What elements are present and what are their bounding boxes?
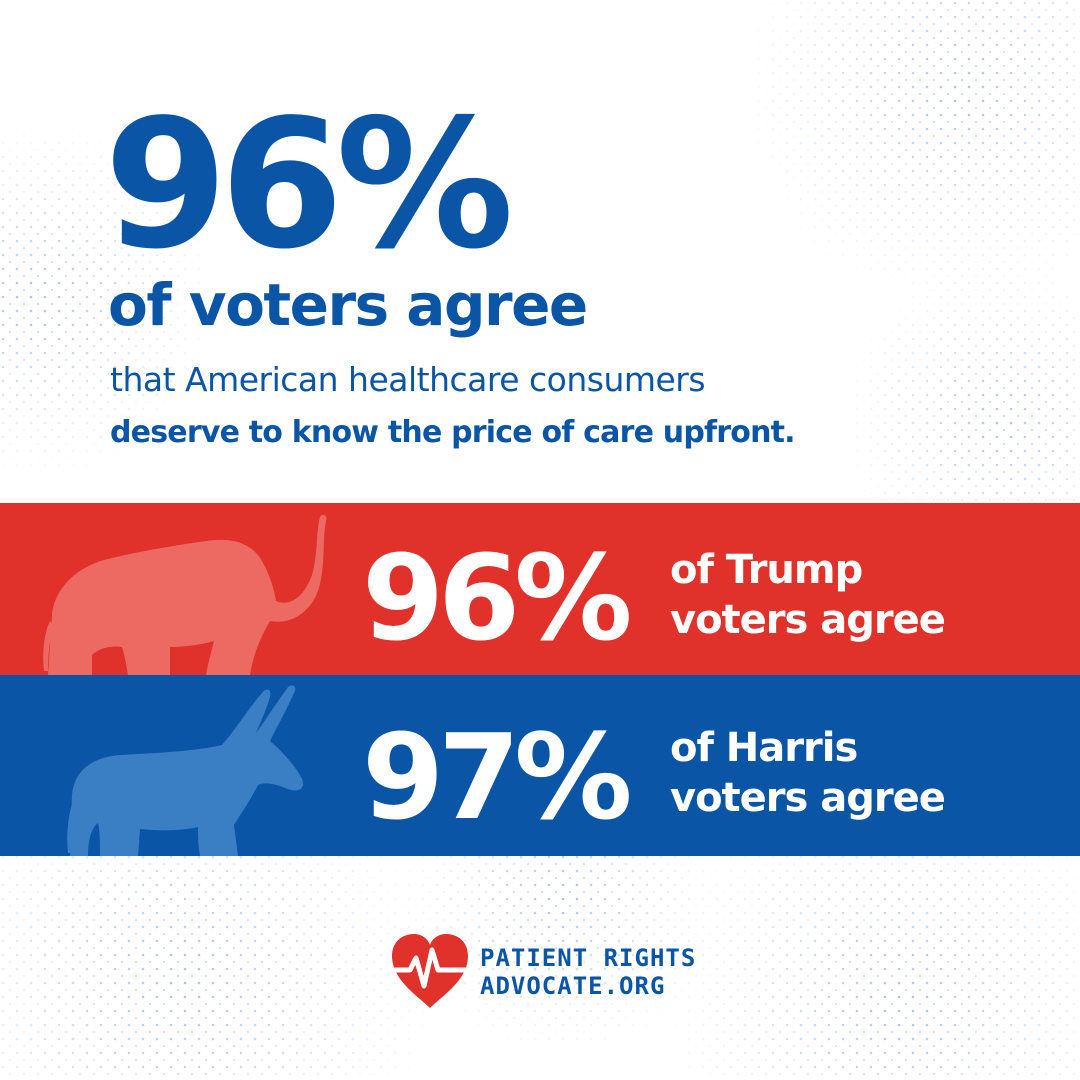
donkey-icon (67, 685, 304, 856)
headline-stat: 96% (104, 81, 514, 288)
headline-body-line: that American healthcare consumers (110, 360, 706, 399)
logo-line1: PATIENT RIGHTS (480, 944, 697, 972)
heart-pulse-icon (389, 934, 471, 1008)
logo-line2: ADVOCATE.ORG (480, 972, 666, 1000)
trump-stat: 96% (362, 529, 632, 667)
elephant-icon (43, 514, 327, 675)
harris-label-line1: of Harris (670, 725, 858, 771)
harris-voters-band: 97% of Harris voters agree (0, 675, 1080, 856)
trump-label: of Trump voters agree (670, 545, 946, 645)
headline-subtitle: of voters agree (108, 271, 588, 339)
patient-rights-advocate-logo: PATIENT RIGHTS ADVOCATE.ORG (388, 930, 708, 1020)
trump-label-line2: voters agree (670, 597, 946, 643)
headline-body-emphasis: deserve to know the price of care upfron… (110, 415, 796, 450)
trump-label-line1: of Trump (670, 547, 863, 593)
harris-stat: 97% (362, 708, 632, 846)
harris-label-line2: voters agree (670, 775, 946, 821)
logo-text: PATIENT RIGHTS ADVOCATE.ORG (480, 944, 696, 1000)
harris-label: of Harris voters agree (670, 723, 946, 823)
trump-voters-band: 96% of Trump voters agree (0, 503, 1080, 675)
